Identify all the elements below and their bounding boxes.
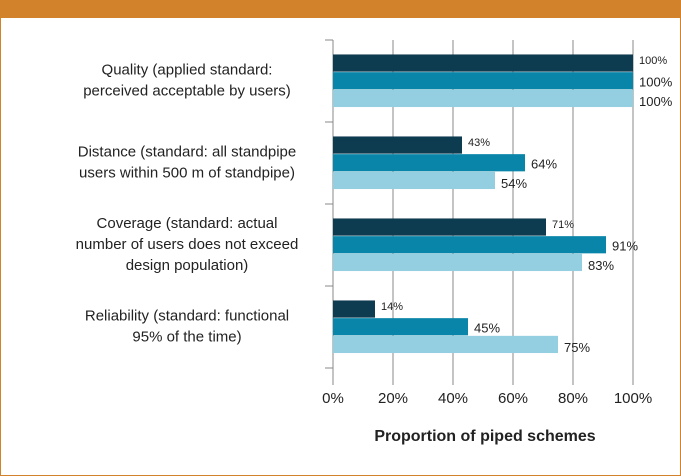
bar	[333, 318, 468, 336]
bar	[333, 300, 375, 318]
bar	[333, 253, 582, 272]
bar	[333, 154, 525, 172]
x-axis-label: Proportion of piped schemes	[374, 428, 595, 445]
bar	[333, 136, 462, 154]
value-label: 100%	[639, 94, 673, 109]
value-label: 54%	[501, 176, 527, 191]
bar	[333, 89, 633, 108]
x-tick-label: 80%	[558, 390, 588, 407]
category-label: users within 500 m of standpipe)	[79, 164, 295, 181]
value-label: 14%	[381, 301, 403, 313]
category-label: 95% of the time)	[132, 328, 241, 345]
bar	[333, 218, 546, 236]
category-label: number of users does not exceed	[76, 236, 299, 253]
x-tick-label: 60%	[498, 390, 528, 407]
x-tick-label: 20%	[378, 390, 408, 407]
value-label: 75%	[564, 340, 590, 355]
value-label: 71%	[552, 219, 574, 231]
value-label: 43%	[468, 137, 490, 149]
category-label: Reliability (standard: functional	[85, 307, 289, 324]
value-label: 64%	[531, 156, 557, 171]
category-label: Coverage (standard: actual	[97, 215, 278, 232]
bar	[333, 54, 633, 72]
category-label: Distance (standard: all standpipe	[78, 143, 296, 160]
bar	[333, 335, 558, 354]
value-label: 45%	[474, 320, 500, 335]
bar	[333, 72, 633, 90]
value-label: 100%	[639, 55, 667, 67]
bar	[333, 171, 495, 190]
x-tick-label: 100%	[614, 390, 652, 407]
category-label: perceived acceptable by users)	[83, 82, 291, 99]
header-bar	[0, 0, 681, 18]
category-label: design population)	[126, 257, 249, 274]
x-tick-label: 0%	[322, 390, 344, 407]
bar	[333, 236, 606, 254]
x-tick-label: 40%	[438, 390, 468, 407]
category-label: Quality (applied standard:	[102, 61, 273, 78]
value-label: 83%	[588, 258, 614, 273]
value-label: 91%	[612, 238, 638, 253]
value-label: 100%	[639, 74, 673, 89]
